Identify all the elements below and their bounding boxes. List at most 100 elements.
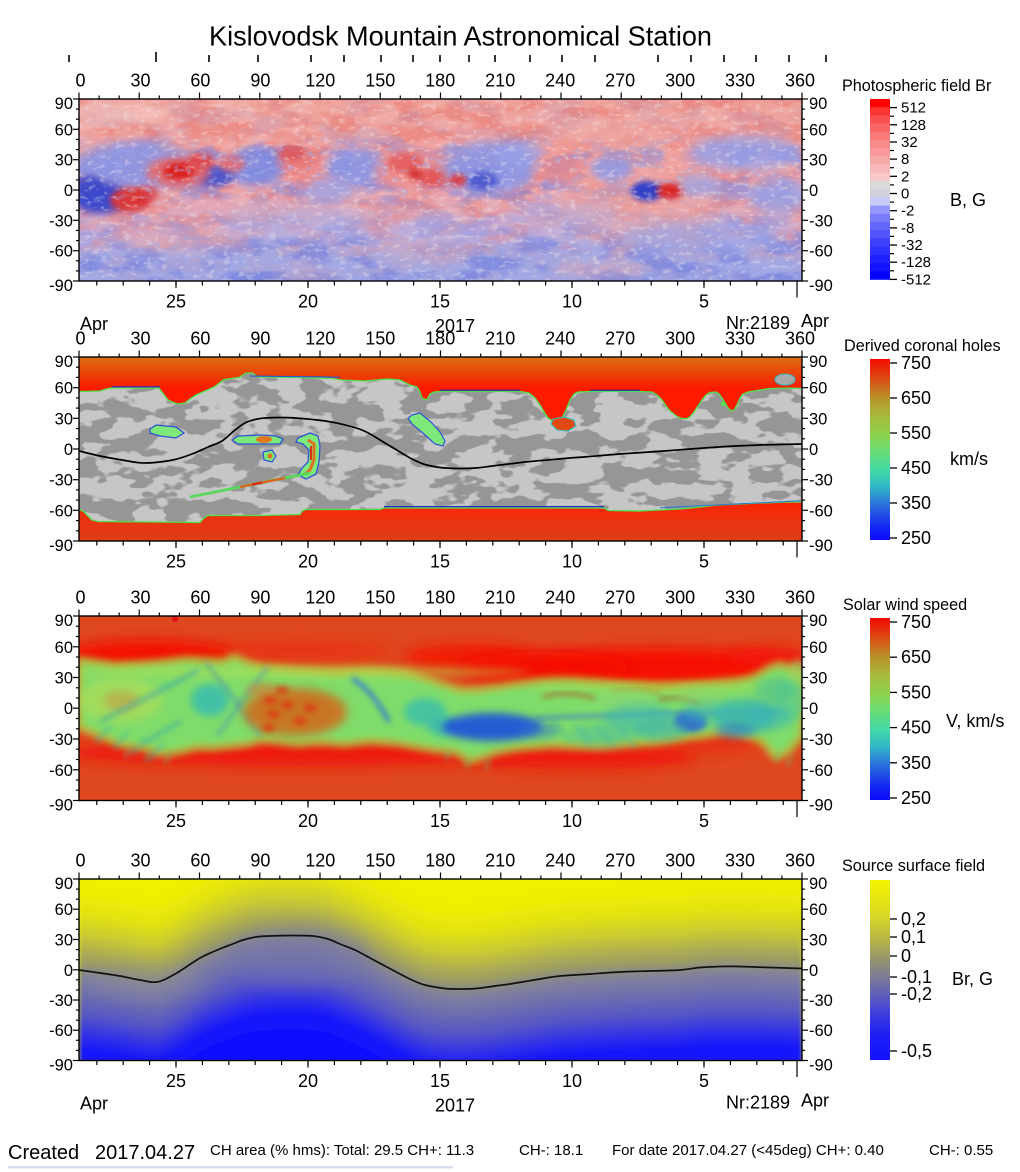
- svg-text:450: 450: [901, 458, 931, 478]
- svg-text:120: 120: [305, 588, 335, 608]
- svg-text:-512: -512: [901, 271, 931, 288]
- svg-text:180: 180: [425, 71, 455, 91]
- svg-text:-30: -30: [49, 212, 73, 230]
- svg-text:60: 60: [190, 851, 210, 871]
- svg-text:60: 60: [55, 639, 73, 657]
- svg-text:90: 90: [55, 875, 73, 893]
- svg-text:km/s: km/s: [950, 449, 988, 469]
- svg-text:0: 0: [64, 441, 73, 459]
- svg-text:20: 20: [298, 811, 318, 831]
- svg-text:240: 240: [545, 588, 575, 608]
- svg-text:Apr: Apr: [80, 1094, 108, 1114]
- svg-text:60: 60: [809, 380, 827, 398]
- svg-text:2: 2: [901, 168, 909, 185]
- svg-text:-60: -60: [809, 502, 833, 520]
- svg-text:15: 15: [430, 292, 450, 312]
- svg-text:250: 250: [901, 528, 931, 548]
- svg-text:350: 350: [901, 753, 931, 773]
- svg-text:0: 0: [809, 700, 818, 718]
- svg-text:120: 120: [305, 329, 335, 349]
- svg-text:25: 25: [166, 552, 186, 572]
- svg-text:60: 60: [55, 901, 73, 919]
- svg-text:0: 0: [75, 851, 85, 871]
- svg-text:Created: Created: [8, 1142, 79, 1164]
- svg-text:-32: -32: [901, 237, 923, 254]
- svg-text:Apr: Apr: [801, 1091, 829, 1111]
- svg-text:300: 300: [665, 329, 695, 349]
- svg-text:Solar wind speed: Solar wind speed: [843, 596, 967, 614]
- svg-text:-0,2: -0,2: [901, 984, 932, 1004]
- svg-text:270: 270: [605, 71, 635, 91]
- svg-text:330: 330: [725, 851, 755, 871]
- svg-text:90: 90: [250, 851, 270, 871]
- svg-text:30: 30: [55, 932, 73, 950]
- svg-text:20: 20: [298, 1071, 318, 1091]
- svg-text:-60: -60: [49, 1022, 73, 1040]
- svg-text:Nr:2189: Nr:2189: [726, 1093, 790, 1113]
- svg-text:25: 25: [166, 1071, 186, 1091]
- svg-text:-2: -2: [901, 203, 914, 220]
- svg-text:210: 210: [485, 588, 515, 608]
- svg-text:240: 240: [545, 329, 575, 349]
- svg-text:-60: -60: [49, 762, 73, 780]
- svg-text:Kislovodsk Mountain Astronomic: Kislovodsk Mountain Astronomical Station: [209, 21, 712, 52]
- svg-text:250: 250: [901, 788, 931, 808]
- svg-text:15: 15: [430, 1071, 450, 1091]
- svg-text:-30: -30: [809, 472, 833, 490]
- svg-text:330: 330: [725, 588, 755, 608]
- svg-text:0: 0: [901, 946, 911, 966]
- svg-text:20: 20: [298, 292, 318, 312]
- svg-text:Nr:2189: Nr:2189: [726, 313, 790, 333]
- svg-text:Apr: Apr: [801, 311, 829, 331]
- svg-text:-30: -30: [809, 992, 833, 1010]
- svg-text:-90: -90: [809, 277, 833, 295]
- svg-text:-30: -30: [49, 992, 73, 1010]
- svg-text:0: 0: [809, 962, 818, 980]
- svg-text:32: 32: [901, 134, 918, 151]
- svg-text:750: 750: [901, 612, 931, 632]
- svg-text:Derived coronal holes: Derived coronal holes: [844, 337, 1001, 355]
- svg-text:-90: -90: [809, 1057, 833, 1075]
- svg-text:-90: -90: [49, 1057, 73, 1075]
- svg-text:240: 240: [545, 851, 575, 871]
- svg-text:210: 210: [485, 71, 515, 91]
- svg-text:180: 180: [425, 588, 455, 608]
- svg-text:Br, G: Br, G: [952, 969, 993, 989]
- svg-text:15: 15: [430, 811, 450, 831]
- svg-text:-90: -90: [49, 537, 73, 555]
- svg-text:-128: -128: [901, 254, 931, 271]
- svg-text:-8: -8: [901, 220, 914, 237]
- svg-text:90: 90: [809, 95, 827, 113]
- svg-text:5: 5: [699, 811, 709, 831]
- svg-text:-60: -60: [49, 243, 73, 261]
- svg-text:550: 550: [901, 423, 931, 443]
- svg-text:-0,1: -0,1: [901, 967, 932, 987]
- svg-text:30: 30: [809, 410, 827, 428]
- svg-text:-30: -30: [809, 731, 833, 749]
- svg-text:-30: -30: [809, 212, 833, 230]
- svg-text:150: 150: [365, 71, 395, 91]
- svg-text:0: 0: [75, 329, 85, 349]
- svg-text:60: 60: [55, 121, 73, 139]
- svg-text:0: 0: [901, 186, 909, 203]
- svg-text:30: 30: [130, 851, 150, 871]
- svg-text:650: 650: [901, 388, 931, 408]
- svg-text:V, km/s: V, km/s: [946, 711, 1004, 731]
- svg-text:650: 650: [901, 647, 931, 667]
- svg-text:-0,5: -0,5: [901, 1041, 932, 1061]
- svg-text:90: 90: [809, 612, 827, 630]
- svg-text:450: 450: [901, 718, 931, 738]
- svg-text:0: 0: [75, 588, 85, 608]
- svg-text:30: 30: [130, 588, 150, 608]
- svg-text:2017: 2017: [435, 1096, 475, 1116]
- svg-text:512: 512: [901, 100, 926, 117]
- svg-text:30: 30: [55, 670, 73, 688]
- svg-text:0,2: 0,2: [901, 909, 926, 929]
- svg-text:90: 90: [55, 612, 73, 630]
- svg-text:0: 0: [809, 182, 818, 200]
- svg-text:-90: -90: [809, 797, 833, 815]
- svg-text:90: 90: [250, 71, 270, 91]
- svg-text:360: 360: [785, 329, 815, 349]
- svg-text:CH-: 18.1: CH-: 18.1: [519, 1142, 583, 1159]
- svg-text:350: 350: [901, 493, 931, 513]
